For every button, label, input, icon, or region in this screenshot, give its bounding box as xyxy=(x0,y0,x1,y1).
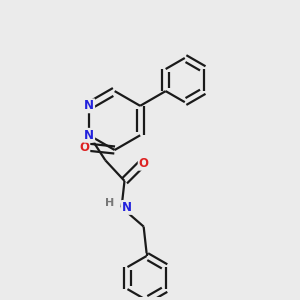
Text: O: O xyxy=(139,157,149,170)
Text: N: N xyxy=(122,201,132,214)
Text: H: H xyxy=(105,198,114,208)
Text: N: N xyxy=(84,129,94,142)
Text: O: O xyxy=(79,141,89,154)
Text: N: N xyxy=(84,99,94,112)
